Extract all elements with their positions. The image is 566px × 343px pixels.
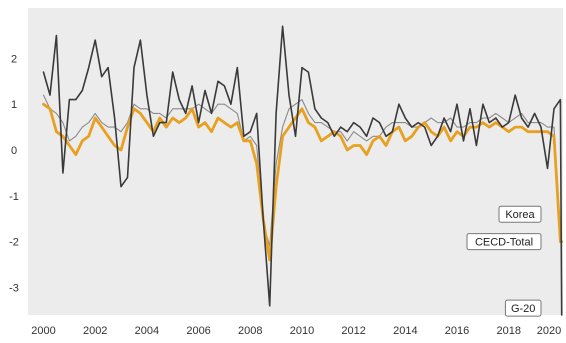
y-tick-label: -1	[9, 191, 19, 203]
x-tick-label: 2004	[135, 325, 159, 337]
x-tick-label: 2014	[393, 325, 417, 337]
y-tick-label: 1	[11, 99, 17, 111]
y-tick-label: 2	[11, 53, 17, 65]
end-label-korea: Korea	[498, 205, 542, 223]
end-label-box	[504, 299, 542, 317]
x-tick-label: 2016	[445, 325, 469, 337]
x-tick-label: 2002	[83, 325, 107, 337]
end-label-text: Korea	[505, 209, 535, 221]
x-tick-label: 2012	[341, 325, 365, 337]
x-tick-label: 2008	[238, 325, 262, 337]
y-axis: 2 1 0 -1 -2 -3	[9, 53, 19, 294]
x-tick-label: 2006	[186, 325, 210, 337]
end-label-box	[498, 205, 542, 223]
plot-area	[28, 8, 563, 315]
y-tick-label: 0	[11, 145, 17, 157]
y-tick-label: -3	[9, 283, 19, 295]
end-label-oecd-total: CECD-Total	[466, 233, 542, 251]
end-label-g-20: G-20	[504, 299, 542, 317]
x-tick-label: 2000	[31, 325, 55, 337]
end-label-text: G-20	[511, 303, 535, 315]
x-tick-label: 2020	[537, 325, 561, 337]
end-label-box	[466, 233, 542, 251]
series-line-korea	[42, 25, 563, 316]
x-axis: 2000 2002 2004 2006 2008 2010 2012 2014 2016 2018…	[31, 325, 561, 337]
x-tick-label: 2018	[496, 325, 520, 337]
y-tick-label: -2	[9, 237, 19, 249]
series-layer	[42, 25, 564, 316]
end-label-text: CECD-Total	[475, 237, 533, 249]
end-labels: Korea CECD-Total G-20	[466, 205, 542, 317]
x-tick-label: 2010	[290, 325, 314, 337]
